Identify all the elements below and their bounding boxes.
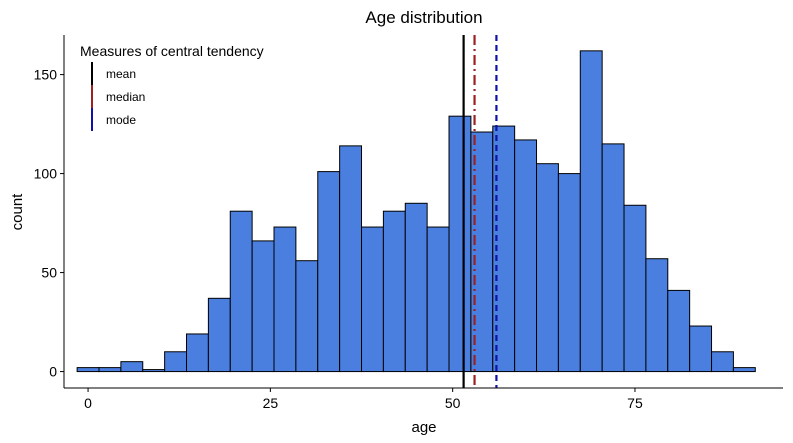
- histogram-bar: [536, 163, 559, 373]
- x-tick-label: 25: [263, 395, 279, 411]
- chart-title: Age distribution: [365, 8, 482, 27]
- histogram-bar: [186, 333, 209, 373]
- histogram-bar: [382, 210, 406, 373]
- histogram-bar: [623, 204, 647, 373]
- y-tick-label: 50: [41, 265, 57, 281]
- histogram-bar: [514, 139, 538, 373]
- histogram-bar: [120, 361, 144, 373]
- x-ticks-group: 0 25 50 75: [84, 388, 643, 411]
- histogram-bar: [295, 260, 319, 373]
- legend-label-mean: mean: [106, 67, 136, 81]
- y-tick-label: 100: [34, 166, 58, 182]
- legend-title: Measures of central tendency: [80, 43, 264, 59]
- histogram-bar: [667, 289, 691, 373]
- histogram-bar: [557, 173, 581, 373]
- x-tick-label: 75: [627, 395, 643, 411]
- y-ticks-group: 0 50 100 150: [34, 67, 64, 380]
- histogram-bar: [317, 171, 341, 373]
- histogram-bar: [76, 367, 100, 373]
- histogram-bar: [711, 351, 734, 373]
- x-tick-label: 50: [445, 395, 461, 411]
- histogram-bar: [142, 369, 166, 373]
- x-tick-label: 0: [84, 395, 92, 411]
- legend: Measures of central tendency meanmedianm…: [80, 43, 264, 131]
- histogram-bar: [339, 145, 363, 373]
- histogram-bar: [164, 351, 188, 373]
- y-tick-label: 0: [49, 364, 57, 380]
- legend-label-median: median: [106, 90, 145, 104]
- bars-group: [76, 50, 756, 373]
- histogram-bar: [426, 226, 450, 373]
- histogram-bar: [448, 115, 472, 373]
- legend-label-mode: mode: [106, 113, 136, 127]
- histogram-bar: [601, 143, 625, 373]
- reference-lines-group: [462, 35, 498, 388]
- histogram-bar: [229, 210, 253, 373]
- histogram-bar: [689, 325, 713, 373]
- x-axis-label: age: [411, 419, 436, 436]
- histogram-bar: [273, 226, 297, 373]
- histogram-bar: [98, 367, 122, 373]
- histogram-bar: [645, 258, 669, 373]
- histogram-bar: [404, 202, 428, 373]
- legend-entries: mean median mode: [91, 62, 145, 131]
- histogram-bar: [207, 297, 231, 373]
- histogram-bar: [361, 226, 384, 373]
- histogram-bar: [732, 367, 756, 373]
- y-tick-label: 150: [34, 67, 58, 83]
- histogram-bar: [251, 240, 275, 373]
- y-axis-label: count: [9, 193, 26, 231]
- histogram-bar: [579, 50, 603, 373]
